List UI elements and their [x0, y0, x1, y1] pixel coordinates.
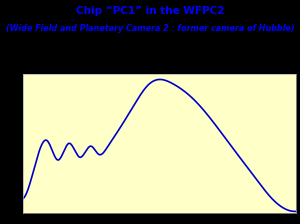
- Text: (Wide Field and Planetary Camera 2 : former camera of Hubble): (Wide Field and Planetary Camera 2 : for…: [6, 24, 294, 32]
- Text: Chip “PC1” in the WFPC2: Chip “PC1” in the WFPC2: [76, 6, 224, 16]
